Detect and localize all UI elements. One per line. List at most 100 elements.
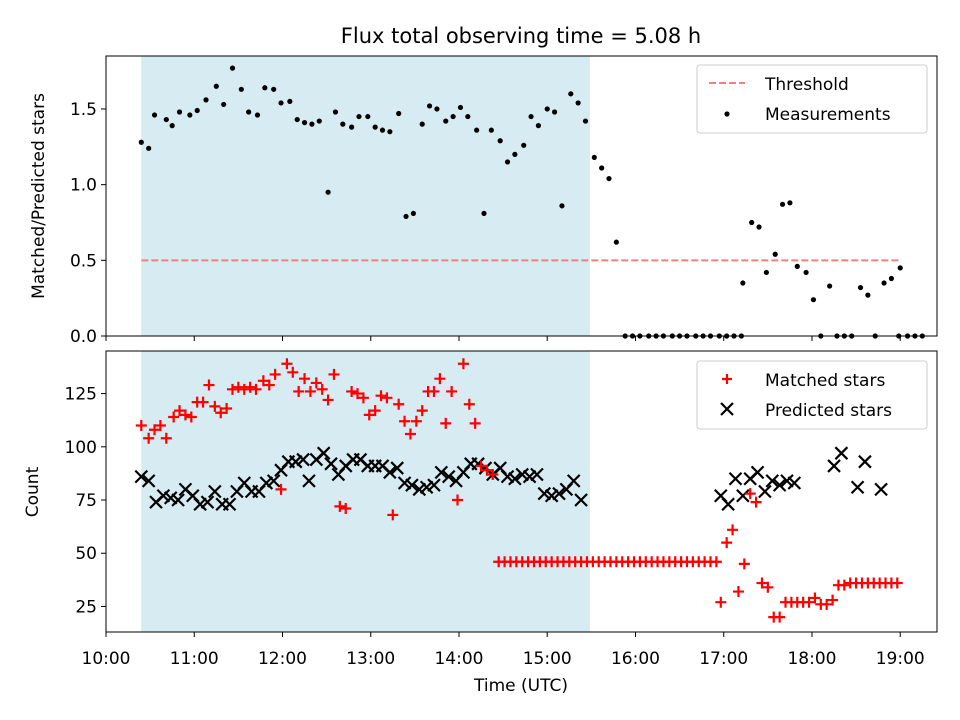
measurement-point	[194, 107, 200, 114]
measurements-legend-swatch	[724, 111, 730, 117]
predicted-star-point	[316, 446, 331, 460]
matched-star-point	[293, 385, 305, 397]
measurement-point	[787, 200, 793, 206]
measurement-point	[325, 189, 331, 195]
matched-star-point	[399, 415, 411, 427]
matched-star-point	[481, 464, 493, 476]
measurement-point	[254, 112, 261, 118]
bottom-y-tick-label: 100	[65, 438, 97, 458]
measurement-point	[203, 97, 209, 103]
measurement-point	[246, 109, 252, 115]
matched-star-point	[135, 420, 147, 432]
measurement-point	[810, 297, 817, 303]
matched-star-point	[381, 392, 393, 404]
measurement-point	[229, 65, 236, 71]
matched-star-point	[232, 381, 244, 393]
matched-star-point	[410, 415, 422, 427]
measurement-point	[316, 118, 322, 124]
predicted-star-point	[721, 497, 735, 512]
bottom-legend: Matched stars Predicted stars	[696, 360, 928, 430]
measurement-point	[169, 123, 175, 129]
measurement-point	[465, 113, 471, 120]
matched-star-point	[263, 379, 275, 391]
measurement-point	[356, 113, 362, 120]
measurement-point	[888, 275, 895, 282]
matched-star-point	[299, 373, 311, 385]
measurement-point	[772, 251, 778, 257]
predicted-star-point	[874, 482, 888, 497]
measurement-point	[213, 83, 219, 89]
matched-star-point	[744, 488, 756, 500]
measurement-point	[262, 85, 268, 91]
bottom-y-axis-label: Count	[23, 466, 43, 517]
measurement-point	[582, 118, 589, 124]
predicted-star-point	[736, 488, 750, 503]
matched-star-point	[428, 385, 440, 397]
x-tick-label: 18:00	[787, 649, 836, 669]
matched-star-point	[215, 407, 227, 419]
matched-star-point	[316, 383, 328, 395]
predicted-legend-label: Predicted stars	[765, 401, 892, 421]
bottom-y-tick-label: 125	[65, 385, 97, 405]
matched-star-point	[715, 596, 727, 608]
measurement-point	[379, 127, 386, 133]
matched-star-point	[756, 577, 768, 589]
matched-star-point	[197, 396, 209, 408]
measurement-point	[749, 219, 755, 226]
predicted-star-point	[827, 459, 841, 473]
matched-star-point	[732, 586, 744, 598]
x-tick-label: 15:00	[523, 649, 572, 669]
matched-star-point	[891, 577, 903, 589]
measurement-point	[221, 101, 227, 108]
measurement-point	[403, 213, 409, 220]
x-tick-label: 14:00	[434, 649, 483, 669]
matched-star-point	[710, 556, 722, 568]
matched-star-point	[185, 411, 197, 423]
measurement-point	[443, 118, 449, 124]
threshold-legend-label: Threshold	[764, 75, 849, 95]
measurement-point	[151, 112, 158, 118]
measurement-point	[309, 121, 315, 127]
measurement-point	[340, 121, 346, 127]
x-axis-label: Time (UTC)	[473, 676, 568, 696]
measurement-point	[803, 269, 809, 276]
matched-star-point	[446, 385, 458, 397]
matched-star-point	[310, 377, 322, 389]
matched-star-point	[203, 379, 215, 391]
predicted-star-point	[134, 469, 149, 484]
predicted-star-point	[728, 471, 743, 486]
matched-star-point	[357, 392, 369, 404]
matched-star-point	[416, 405, 428, 417]
matched-star-point	[154, 420, 166, 432]
matched-star-point	[275, 483, 287, 495]
measurement-point	[591, 154, 597, 161]
matched-star-point	[340, 503, 352, 515]
measurement-point	[349, 124, 355, 130]
predicted-star-point	[850, 480, 865, 495]
measurements-legend-label: Measurements	[765, 105, 891, 125]
matched-star-point	[452, 494, 464, 506]
matched-star-point	[475, 460, 487, 472]
measurement-point	[575, 100, 581, 106]
top-plot-frame	[105, 55, 938, 337]
matched-star-point	[393, 398, 405, 410]
matched-star-point	[221, 402, 233, 414]
matched-star-point	[809, 592, 821, 604]
bottom-plot-frame	[105, 350, 938, 633]
matched-star-point	[238, 383, 250, 395]
measurement-point	[559, 203, 565, 209]
matched-star-point	[250, 383, 262, 395]
matched-star-point	[328, 368, 340, 380]
top-y-axis-label: Matched/Predicted stars	[29, 93, 49, 299]
x-tick-label: 11:00	[170, 649, 219, 669]
measurement-point	[568, 91, 574, 97]
measurement-point	[450, 113, 456, 120]
measurement-point	[497, 138, 503, 144]
top-y-tick-label: 0.5	[70, 251, 97, 271]
measurement-point	[551, 109, 558, 115]
matched-legend-swatch	[722, 374, 732, 384]
measurement-point	[481, 210, 487, 217]
matched-star-point	[727, 524, 739, 536]
bottom-y-tick-label: 75	[75, 491, 97, 511]
